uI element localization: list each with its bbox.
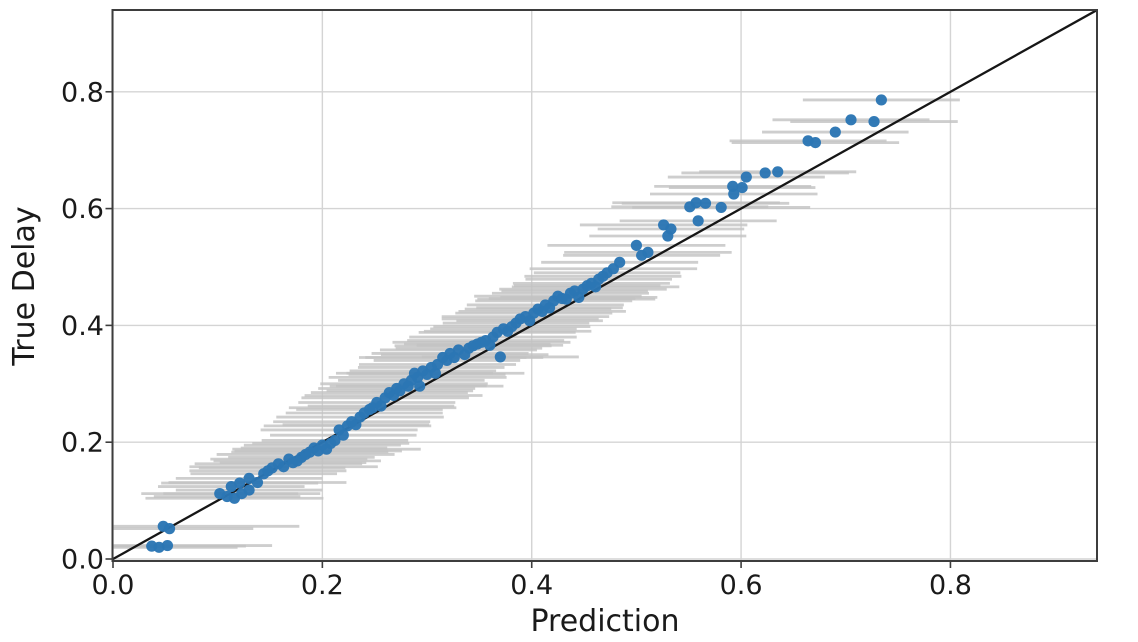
data-point xyxy=(414,380,426,392)
data-point xyxy=(429,367,442,379)
tick-layer: 0.0 0.2 0.4 0.6 0.8 0.0 0.2 0.4 0.6 0.8 xyxy=(61,77,972,601)
data-point xyxy=(642,246,654,258)
data-point xyxy=(243,472,255,485)
data-point xyxy=(845,114,857,126)
x-tick-label: 0.8 xyxy=(929,570,972,601)
data-point xyxy=(329,434,341,447)
data-point xyxy=(494,351,506,363)
data-point xyxy=(614,256,626,268)
x-tick-label: 0.6 xyxy=(720,570,763,601)
plot-border xyxy=(111,9,1098,562)
data-point xyxy=(234,477,246,489)
data-point xyxy=(699,197,712,209)
y-tick-label: 0.8 xyxy=(61,77,104,108)
data-point xyxy=(868,115,880,128)
data-point xyxy=(692,215,704,227)
data-point xyxy=(161,539,174,552)
data-point xyxy=(153,541,165,553)
data-point xyxy=(225,480,237,493)
y-tick-label: 0.2 xyxy=(61,428,104,459)
data-point xyxy=(740,171,752,183)
data-point xyxy=(715,201,727,214)
x-tick-label: 0.2 xyxy=(301,570,344,601)
data-point xyxy=(809,136,822,149)
data-point xyxy=(337,429,349,441)
points-layer xyxy=(146,94,887,553)
y-tick-label: 0.0 xyxy=(61,545,104,576)
x-axis-label: Prediction xyxy=(530,604,679,639)
data-point xyxy=(875,94,887,106)
data-point xyxy=(251,476,264,489)
data-point xyxy=(759,167,771,179)
data-point xyxy=(736,181,748,194)
data-point xyxy=(630,239,643,251)
x-tick-label: 0.0 xyxy=(92,570,135,601)
y-tick-label: 0.4 xyxy=(61,311,104,342)
x-tick-label: 0.4 xyxy=(510,570,553,601)
y-axis-label: True Delay xyxy=(7,206,42,366)
data-point xyxy=(728,188,740,200)
data-point xyxy=(163,523,176,535)
y-tick-label: 0.6 xyxy=(61,194,104,225)
data-point xyxy=(829,126,841,138)
data-point xyxy=(665,223,677,235)
data-point xyxy=(772,166,784,178)
data-point xyxy=(690,197,702,209)
data-point xyxy=(243,484,255,496)
